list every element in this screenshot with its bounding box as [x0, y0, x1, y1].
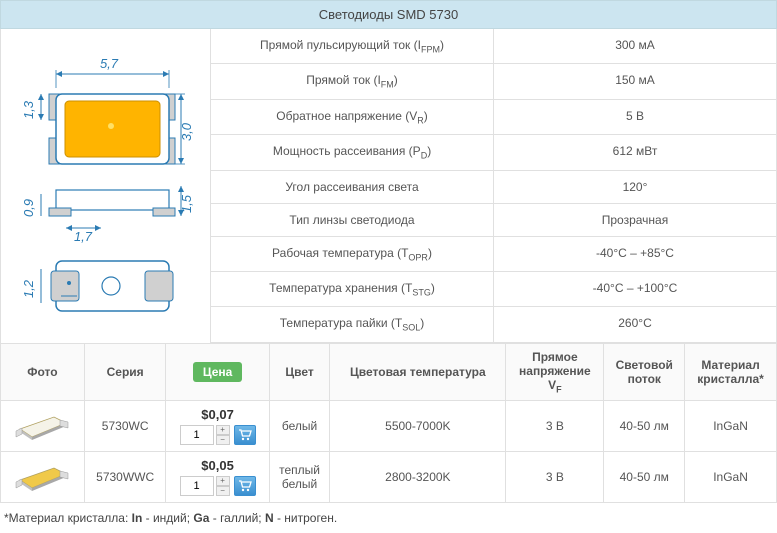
- cell-color-temp: 2800-3200K: [330, 452, 506, 503]
- title-bar: Светодиоды SMD 5730: [0, 0, 777, 29]
- cell-color: белый: [269, 401, 330, 452]
- cell-flux: 40-50 лм: [604, 401, 685, 452]
- spec-row: Температура хранения (TSTG)-40°C – +100°…: [211, 272, 776, 307]
- spec-label: Температура пайки (TSOL): [211, 307, 493, 341]
- spec-row: Тип линзы светодиодаПрозрачная: [211, 204, 776, 237]
- cell-crystal: InGaN: [685, 401, 777, 452]
- qty-minus-button[interactable]: −: [216, 486, 230, 496]
- footnote: *Материал кристалла: In - индий; Ga - га…: [0, 503, 777, 533]
- cell-vf: 3 В: [506, 452, 604, 503]
- cell-photo: [1, 452, 85, 503]
- spec-label: Тип линзы светодиода: [211, 204, 493, 236]
- spec-value: 300 мА: [493, 29, 776, 63]
- spec-label: Прямой пульсирующий ток (IFPM): [211, 29, 493, 63]
- qty-input[interactable]: [180, 425, 214, 445]
- spec-label: Обратное напряжение (VR): [211, 100, 493, 134]
- price-value: $0,05: [170, 458, 264, 473]
- spec-value: -40°C – +85°C: [493, 237, 776, 271]
- col-photo: Фото: [1, 343, 85, 400]
- table-row: 5730WC $0,07 +− белый5500-7000K3 В40-50 лмI…: [1, 401, 777, 452]
- spec-label: Рабочая температура (TOPR): [211, 237, 493, 271]
- col-crystal: Материалкристалла*: [685, 343, 777, 400]
- cell-price: $0,07 +−: [166, 401, 269, 452]
- spec-row: Угол рассеивания света120°: [211, 171, 776, 204]
- spec-label: Прямой ток (IFM): [211, 64, 493, 98]
- svg-text:3,0: 3,0: [179, 122, 194, 141]
- col-price: Цена: [166, 343, 269, 400]
- svg-text:1,2: 1,2: [21, 279, 36, 298]
- qty-minus-button[interactable]: −: [216, 435, 230, 445]
- svg-text:1,5: 1,5: [179, 194, 194, 213]
- col-series: Серия: [84, 343, 165, 400]
- cell-series: 5730WWC: [84, 452, 165, 503]
- spec-row: Рабочая температура (TOPR)-40°C – +85°C: [211, 237, 776, 272]
- led-photo-icon: [12, 407, 72, 442]
- cell-price: $0,05 +−: [166, 452, 269, 503]
- qty-plus-button[interactable]: +: [216, 425, 230, 435]
- add-to-cart-button[interactable]: [234, 476, 256, 496]
- spec-label: Температура хранения (TSTG): [211, 272, 493, 306]
- col-color-temp: Цветовая температура: [330, 343, 506, 400]
- spec-row: Мощность рассеивания (PD)612 мВт: [211, 135, 776, 170]
- main-grid: 5,7 3,0 1,3: [0, 29, 777, 343]
- cell-color-temp: 5500-7000K: [330, 401, 506, 452]
- spec-value: Прозрачная: [493, 204, 776, 236]
- led-photo-icon: [12, 458, 72, 493]
- svg-text:1,7: 1,7: [73, 229, 92, 244]
- products-table: Фото Серия Цена Цвет Цветовая температур…: [0, 343, 777, 503]
- spec-row: Температура пайки (TSOL)260°C: [211, 307, 776, 342]
- spec-value: 5 В: [493, 100, 776, 134]
- cart-icon: [238, 480, 252, 492]
- qty-plus-button[interactable]: +: [216, 476, 230, 486]
- cell-photo: [1, 401, 85, 452]
- spec-row: Прямой ток (IFM)150 мА: [211, 64, 776, 99]
- cell-series: 5730WC: [84, 401, 165, 452]
- spec-label: Мощность рассеивания (PD): [211, 135, 493, 169]
- table-header-row: Фото Серия Цена Цвет Цветовая температур…: [1, 343, 777, 400]
- spec-table: Прямой пульсирующий ток (IFPM)300 мАПрям…: [211, 29, 776, 343]
- col-fwd-voltage: Прямое напряжение VF: [506, 343, 604, 400]
- spec-label: Угол рассеивания света: [211, 171, 493, 203]
- svg-text:5,7: 5,7: [99, 56, 118, 71]
- spec-value: 150 мА: [493, 64, 776, 98]
- diagram-cell: 5,7 3,0 1,3: [1, 29, 211, 343]
- cell-flux: 40-50 лм: [604, 452, 685, 503]
- cell-vf: 3 В: [506, 401, 604, 452]
- add-to-cart-button[interactable]: [234, 425, 256, 445]
- svg-text:1,3: 1,3: [21, 100, 36, 119]
- cart-icon: [238, 429, 252, 441]
- cell-crystal: InGaN: [685, 452, 777, 503]
- cell-color: теплыйбелый: [269, 452, 330, 503]
- price-value: $0,07: [170, 407, 264, 422]
- led-diagram: 5,7 3,0 1,3: [11, 46, 201, 326]
- col-color: Цвет: [269, 343, 330, 400]
- spec-value: -40°C – +100°C: [493, 272, 776, 306]
- spec-row: Обратное напряжение (VR)5 В: [211, 100, 776, 135]
- price-header-badge: Цена: [193, 362, 243, 382]
- spec-row: Прямой пульсирующий ток (IFPM)300 мА: [211, 29, 776, 64]
- spec-value: 120°: [493, 171, 776, 203]
- col-flux: Световойпоток: [604, 343, 685, 400]
- table-row: 5730WWC $0,05 +− теплыйбелый2800-3200K3 В40…: [1, 452, 777, 503]
- spec-value: 612 мВт: [493, 135, 776, 169]
- qty-input[interactable]: [180, 476, 214, 496]
- spec-value: 260°C: [493, 307, 776, 341]
- svg-text:0,9: 0,9: [21, 199, 36, 217]
